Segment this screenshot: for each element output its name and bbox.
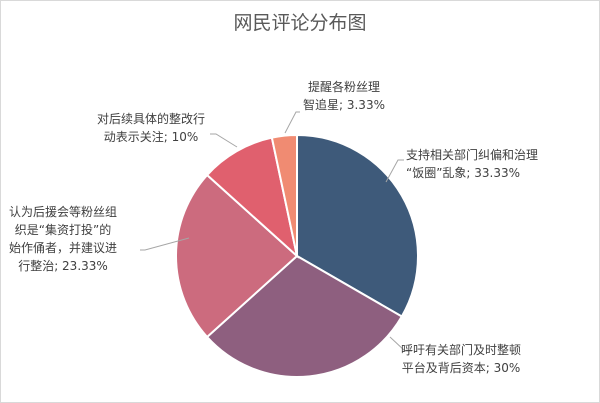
- slice-label-2: 认为后援会等粉丝组织是“集资打投”的始作俑者，并建议进行整治; 23.33%: [9, 205, 117, 273]
- pie-slice-0: [296, 133, 420, 318]
- slice-label-3-line-1: 动表示关注; 10%: [104, 129, 199, 144]
- pie-slice-4: [270, 133, 298, 257]
- slice-label-0-line-0: 支持相关部门纠偏和治理: [406, 147, 538, 162]
- slice-label-1: 呼吁有关部门及时整顿平台及背后资本; 30%: [401, 342, 521, 375]
- slice-label-4: 提醒各粉丝理智追星; 3.33%: [303, 79, 385, 112]
- pie-slice-1: [205, 254, 404, 379]
- leader-line-3: [210, 133, 238, 148]
- slice-label-3-line-0: 对后续具体的整改行: [97, 111, 205, 126]
- leader-line-4: [284, 111, 300, 134]
- slice-label-2-line-0: 认为后援会等粉丝组: [9, 205, 117, 219]
- leader-line-1: [389, 336, 412, 352]
- slice-label-1-line-0: 呼吁有关部门及时整顿: [401, 342, 521, 357]
- slice-label-2-line-3: 行整治; 23.33%: [18, 258, 108, 273]
- slice-label-4-line-1: 智追星; 3.33%: [303, 97, 385, 112]
- slice-label-2-line-1: 织是“集资打投”的: [15, 222, 111, 237]
- slice-label-1-line-1: 平台及背后资本; 30%: [402, 360, 521, 375]
- slice-label-2-line-2: 始作俑者，并建议进: [9, 240, 117, 255]
- slice-label-0-line-1: “饭圈”乱象; 33.33%: [406, 166, 520, 180]
- slice-label-3: 对后续具体的整改行动表示关注; 10%: [97, 111, 205, 144]
- slice-label-0: 支持相关部门纠偏和治理 “饭圈”乱象; 33.33%: [406, 147, 538, 180]
- pie-slice-2: [174, 173, 299, 339]
- slice-label-4-line-0: 提醒各粉丝理: [308, 79, 380, 94]
- leader-line-0: [385, 159, 404, 183]
- leader-line-2: [140, 237, 190, 251]
- chart-title: 网民评论分布图: [233, 12, 367, 34]
- pie-slice-3: [205, 136, 299, 259]
